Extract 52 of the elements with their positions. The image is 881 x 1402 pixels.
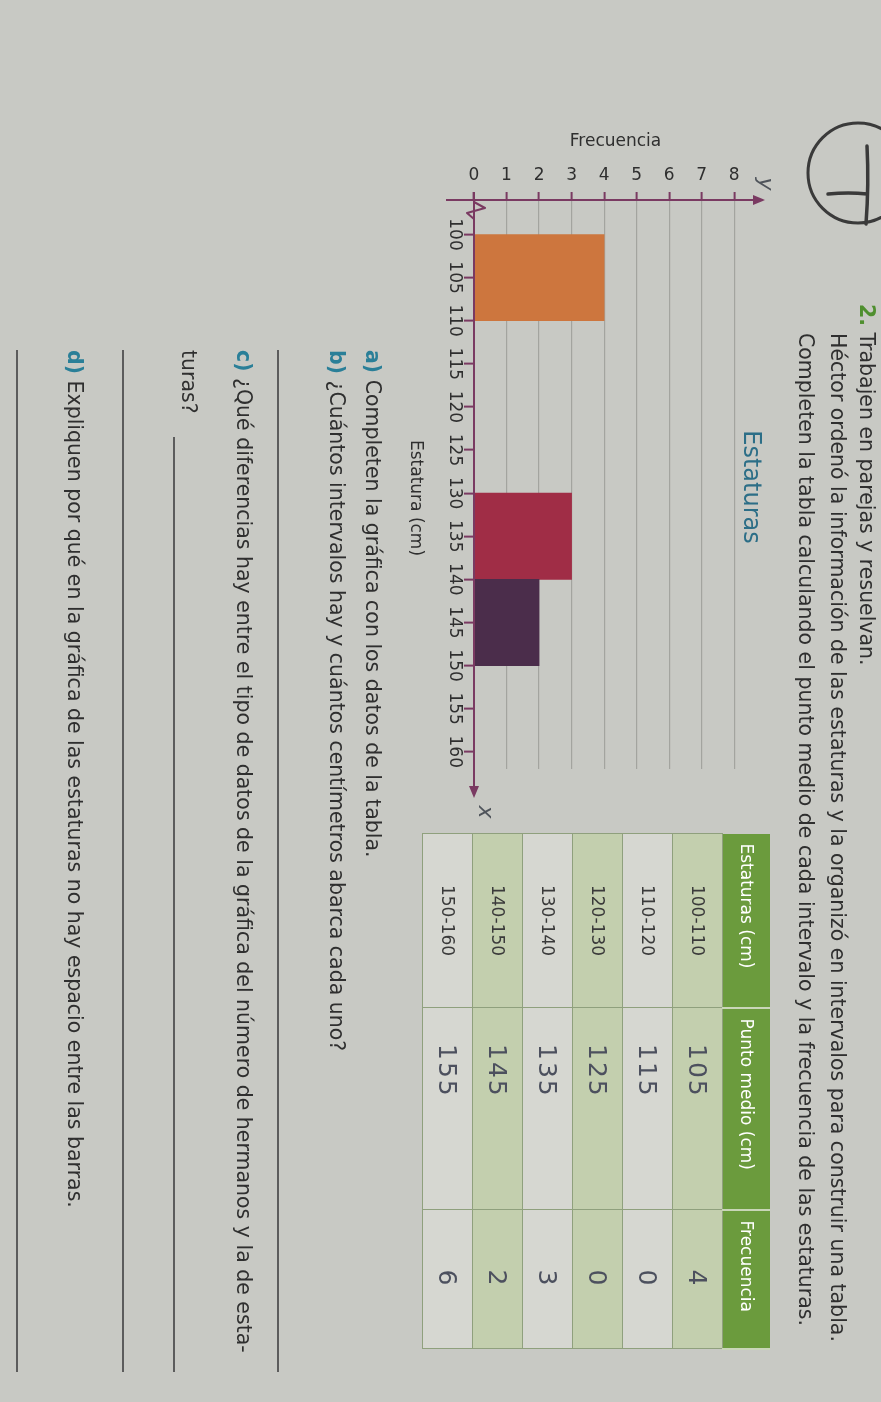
text: 2. Trabajen en parejas y resuelvan. — [855, 304, 879, 666]
x-tick-label: 0 — [468, 164, 480, 185]
y-tick-label: 145 — [446, 606, 467, 639]
text: b) ¿Cuántos intervalos hay y cuántos centímetros abarca cada uno? — [325, 350, 349, 1052]
y-tick-label: 100 — [446, 218, 467, 251]
text: Estaturas (cm) — [723, 833, 770, 1008]
text: Frecuencia — [723, 1209, 770, 1349]
category-label: 130-140 — [523, 833, 573, 1008]
category-label: 140-150 — [473, 833, 523, 1008]
text: y — [754, 177, 779, 191]
y-tick-label: 110 — [446, 304, 467, 337]
x-tick-label: 1 — [501, 164, 512, 185]
y-tick-label: 140 — [446, 563, 467, 596]
data-label: 0 — [573, 1209, 623, 1349]
category-label: 120-130 — [573, 833, 623, 1008]
data-label: 3 — [523, 1209, 573, 1349]
data-label: 4 — [673, 1209, 723, 1349]
y-tick-label: 115 — [446, 347, 467, 381]
data-label: 2 — [473, 1209, 523, 1349]
data-label: 105 — [673, 1007, 723, 1210]
x-tick-label: 7 — [696, 164, 708, 185]
text: Punto medio (cm) — [723, 1007, 770, 1210]
data-label: 125 — [573, 1007, 623, 1210]
data-label: 0 — [623, 1209, 673, 1349]
x-tick-label: 8 — [728, 164, 740, 185]
x-tick-label: 3 — [566, 164, 577, 185]
y-tick-label: 135 — [446, 520, 467, 553]
x-tick-label: 4 — [598, 164, 610, 185]
y-axis-title: Estatura (cm) — [406, 439, 427, 557]
text: d) Expliquen por qué en la gráfica de las estaturas no hay espacio entre las barras. — [63, 350, 87, 1208]
text: Estaturas — [738, 430, 766, 544]
text: c) ¿Qué diferencias hay entre el tipo de datos de la gráfica del número de hermanos y la de esta- turas? — [176, 350, 256, 1353]
x-tick-label: 5 — [631, 164, 643, 185]
y-tick-label: 105 — [446, 261, 467, 294]
text: Completen la tabla calculando el punto medio de cada intervalo y la frecuencia de las estaturas. — [794, 333, 818, 1326]
category-label: 110-120 — [623, 833, 673, 1008]
y-tick-label: 160 — [446, 735, 467, 768]
y-tick-label: 120 — [446, 390, 467, 424]
x-axis-title: Frecuencia — [569, 129, 662, 150]
y-tick-label: 125 — [446, 433, 467, 467]
category-label: 100-110 — [673, 833, 723, 1008]
data-label: 6 — [423, 1209, 473, 1349]
x-tick-label: 6 — [663, 164, 675, 185]
category-label: 150-160 — [423, 833, 473, 1008]
data-label: 115 — [623, 1007, 673, 1210]
y-tick-label: 130 — [446, 476, 467, 510]
text: a) Completen la gráfica con los datos de la tabla. — [361, 350, 385, 858]
y-tick-label: 150 — [446, 649, 467, 682]
x-tick-label: 2 — [533, 164, 545, 185]
text: x — [474, 805, 499, 819]
text: Héctor ordenó la información de las estaturas y la organizó en intervalos para construir una tabla. — [826, 333, 850, 1342]
y-tick-label: 155 — [446, 692, 467, 725]
